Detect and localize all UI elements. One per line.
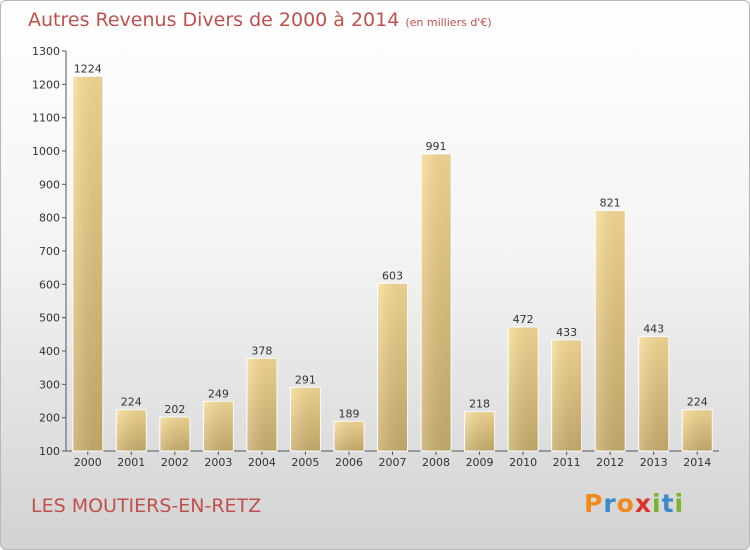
bar-value-label: 378 (251, 344, 272, 357)
bar-shade-2010 (508, 327, 539, 451)
bar-shade-2009 (464, 411, 495, 451)
bar-value-label: 603 (382, 269, 403, 282)
y-tick-label: 600 (39, 278, 60, 291)
bar-value-label: 1224 (74, 62, 102, 75)
x-axis: 2000 2001 2002 2003 2004 2005 2006 2007 2008 2009… (66, 450, 719, 469)
y-axis: 100 200 300 400 500 600 700 800 900 1000 1100 1200 1… (32, 45, 67, 458)
x-tick-label: 2002 (161, 456, 189, 469)
bar-value-label: 291 (295, 373, 316, 386)
y-tick-label: 300 (39, 378, 60, 391)
bar-shade-2014 (682, 409, 713, 451)
bar-value-label: 472 (513, 313, 534, 326)
logo-letter: x (634, 489, 652, 518)
bar-shade-2002 (159, 417, 190, 451)
bar-value-label: 218 (469, 398, 490, 411)
bar-value-label: 821 (600, 197, 621, 210)
y-tick-label: 200 (39, 412, 60, 425)
bar-value-label: 189 (338, 407, 359, 420)
y-tick-label: 100 (39, 445, 60, 458)
chart-subtitle: (en milliers d'€) (405, 16, 492, 29)
bar-shade-2005 (290, 387, 321, 451)
bar-value-label: 202 (164, 403, 185, 416)
bar-value-label: 433 (556, 326, 577, 339)
bar-value-label: 443 (643, 323, 664, 336)
bar-shade-2007 (377, 283, 408, 451)
x-tick-label: 2011 (553, 456, 581, 469)
y-tick-label: 900 (39, 178, 60, 191)
bar-shade-2012 (595, 210, 626, 451)
x-tick-label: 2010 (509, 456, 537, 469)
y-tick-label: 500 (39, 312, 60, 325)
bar-shade-2000 (72, 76, 103, 451)
proxiti-logo: Proxiti (584, 489, 684, 518)
logo-letter: r (603, 489, 617, 518)
bar-shade-2004 (246, 358, 277, 451)
bar-shade-2003 (203, 401, 234, 451)
x-tick-label: 2007 (379, 456, 407, 469)
x-tick-label: 2014 (683, 456, 711, 469)
bar-shade-2011 (551, 340, 582, 451)
chart-title: Autres Revenus Divers de 2000 à 2014 (28, 9, 400, 31)
logo-letter: o (616, 489, 635, 518)
x-tick-label: 2009 (466, 456, 494, 469)
bar-value-label: 991 (426, 140, 447, 153)
x-tick-label: 2005 (291, 456, 319, 469)
bar-shade-2006 (333, 421, 364, 451)
chart-title-block: Autres Revenus Divers de 2000 à 2014 (en … (28, 9, 492, 31)
y-tick-label: 1300 (32, 45, 60, 58)
x-tick-label: 2003 (204, 456, 232, 469)
logo-letter: P (584, 489, 604, 518)
logo-letter: t (661, 489, 675, 518)
y-tick-label: 800 (39, 212, 60, 225)
x-tick-label: 2012 (596, 456, 624, 469)
x-tick-label: 2001 (117, 456, 145, 469)
bar-shade-2013 (638, 336, 669, 451)
logo-letter: i (652, 489, 662, 518)
bars: 1224 224 202 249 378 291 189 603 991 218 472 433 821… (72, 62, 713, 452)
x-tick-label: 2008 (422, 456, 450, 469)
y-tick-label: 700 (39, 245, 60, 258)
logo-letter: i (674, 489, 685, 518)
x-tick-label: 2004 (248, 456, 276, 469)
bar-value-label: 249 (208, 387, 229, 400)
x-tick-label: 2000 (74, 456, 102, 469)
y-tick-label: 1000 (32, 145, 60, 158)
y-tick-label: 1200 (32, 78, 60, 91)
y-tick-label: 400 (39, 345, 60, 358)
commune-name: LES MOUTIERS-EN-RETZ (31, 495, 262, 517)
bar-value-label: 224 (121, 396, 142, 409)
y-tick-label: 1100 (32, 112, 60, 125)
bar-value-label: 224 (687, 396, 708, 409)
bar-shade-2001 (116, 409, 147, 451)
x-tick-label: 2006 (335, 456, 363, 469)
x-tick-label: 2013 (640, 456, 668, 469)
bar-shade-2008 (421, 154, 452, 451)
